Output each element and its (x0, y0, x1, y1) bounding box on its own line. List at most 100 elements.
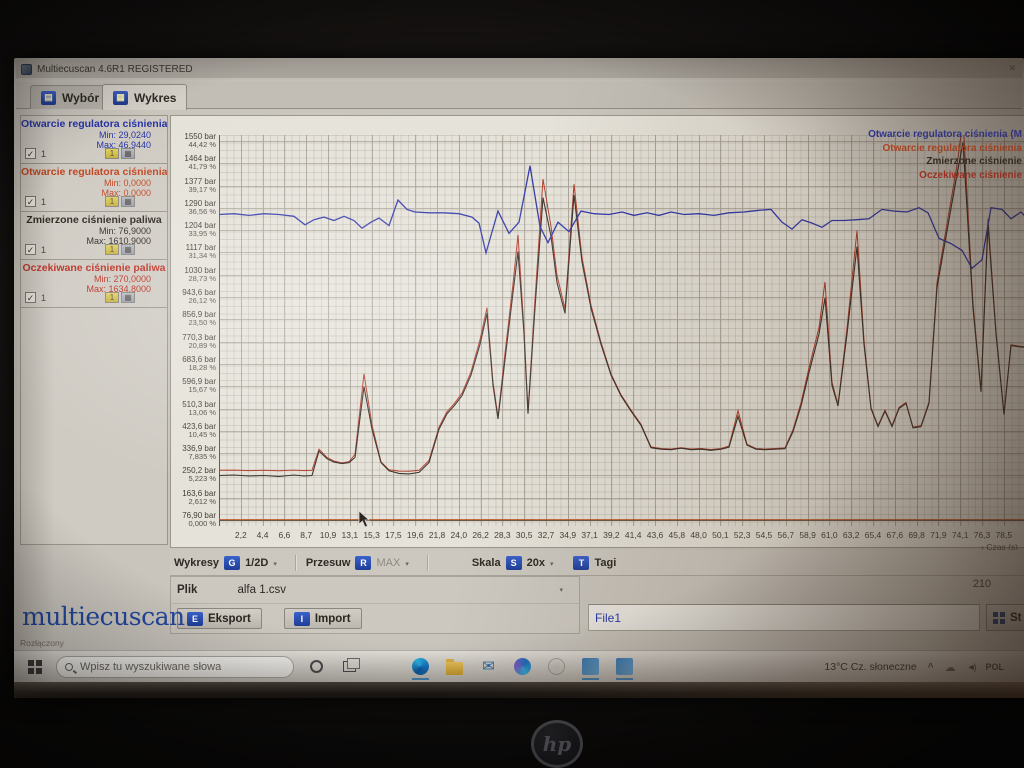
legend-item-2: Otwarcie regulatora ciśnienia (882, 142, 1023, 154)
channel-scale-button[interactable]: ▦ (121, 292, 135, 303)
start-button-icon[interactable] (28, 659, 42, 674)
file-dropdown[interactable]: alfa 1.csv (237, 584, 287, 596)
channel-number: 1 (41, 293, 47, 303)
channel-min: Min: 270,0000 (93, 274, 151, 284)
file-box: Plik alfa 1.csv ▾ E Eksport I Import (170, 576, 580, 634)
window-titlebar: Multiecuscan 4.6R1 REGISTERED ✕ (16, 60, 1022, 78)
tab-wybor[interactable]: ▤ Wybór (30, 85, 111, 109)
channel-title: Zmierzone ciśnienie paliwa (26, 214, 162, 226)
skala-dropdown[interactable]: 20x ▾ (526, 556, 554, 569)
x-tick-label: 78,5 (995, 530, 1013, 540)
file-name-input[interactable] (588, 604, 980, 631)
chevron-down-icon[interactable]: ▾ (559, 587, 563, 594)
channel-checkbox[interactable]: ✓ (25, 244, 36, 255)
channel-color-button[interactable]: 1 (105, 292, 119, 303)
file-explorer-icon[interactable] (446, 659, 463, 675)
connection-status: Rozłączony (20, 638, 64, 648)
legend-item-3: Zmierzone ciśnienie (926, 156, 1022, 167)
y-tick-label: 683,6 bar 18,28 % (182, 354, 216, 372)
mail-icon[interactable]: ✉ (482, 658, 495, 675)
y-tick-label: 943,6 bar 26,12 % (182, 288, 216, 306)
search-placeholder: Wpisz tu wyszukiwane słowa (80, 660, 222, 673)
volume-icon[interactable]: ◄) (966, 662, 977, 672)
channel-number: 1 (41, 149, 47, 159)
weather-widget[interactable]: 13°C Cz. słoneczne (824, 661, 917, 673)
photos-icon[interactable] (514, 658, 531, 675)
chevron-down-icon: ▾ (549, 560, 554, 568)
channel-checkbox[interactable]: ✓ (25, 196, 36, 207)
channel-color-button[interactable]: 1 (105, 244, 119, 255)
y-tick-label: 1204 bar 33,95 % (184, 221, 216, 239)
tab-wykres[interactable]: ▦ Wykres (102, 84, 188, 110)
chart-plot-area[interactable] (219, 135, 1024, 526)
channel-color-button[interactable]: 1 (105, 196, 119, 207)
y-tick-label: 76,90 bar 0,000 % (182, 511, 216, 528)
screen-bottom-shadow (14, 682, 1024, 698)
channel-panel-1: Otwarcie regulatora ciśnienia Min: 29,02… (21, 116, 167, 164)
y-tick-label: 1117 bar 31,34 % (185, 243, 216, 261)
series-zmierzone-ci-nienie-paliwa (219, 142, 1024, 478)
search-icon (65, 662, 73, 671)
mouse-cursor (358, 510, 371, 528)
task-view-icon[interactable] (343, 658, 360, 672)
eksport-button[interactable]: E Eksport (177, 608, 262, 629)
y-tick-label: 596,9 bar 15,67 % (182, 377, 216, 395)
y-tick-label: 1550 bar 44,42 % (184, 132, 216, 149)
edge-icon[interactable] (412, 658, 429, 680)
globe-icon[interactable] (548, 658, 565, 675)
app-window-icon-1[interactable] (582, 658, 599, 680)
channel-scale-button[interactable]: ▦ (121, 148, 135, 159)
channel-checkbox[interactable]: ✓ (25, 148, 36, 159)
channel-scale-button[interactable]: ▦ (121, 196, 135, 207)
cortana-icon[interactable] (310, 660, 323, 673)
channel-title: Otwarcie regulatora ciśnienia (21, 166, 167, 178)
wybor-tab-icon: ▤ (41, 90, 56, 105)
plik-label: Plik (177, 584, 198, 596)
legend-item-4: Oczekiwane ciśnienie (919, 169, 1022, 181)
przesuw-dropdown[interactable]: MAX ▾ (376, 556, 409, 569)
channel-title: Oczekiwane ciśnienie paliwa (22, 262, 166, 274)
channel-number: 1 (41, 197, 47, 207)
hidden-icons-chevron[interactable]: ^ (927, 661, 934, 673)
y-tick-label: 770,3 bar 20,89 % (182, 332, 216, 350)
tagi-button[interactable]: Tagi (594, 556, 617, 569)
y-tick-label: 1377 bar 39,17 % (184, 176, 216, 194)
chart-svg (219, 135, 1024, 526)
toolbar-separator (426, 554, 428, 571)
y-tick-label: 510,3 bar 13,06 % (182, 399, 216, 417)
series-oczekiwane-ci-nienie-paliwa (219, 135, 1024, 472)
grid-icon (993, 611, 1005, 624)
channel-panel-4: Oczekiwane ciśnienie paliwa Min: 270,000… (21, 260, 167, 308)
taskbar-search-input[interactable]: Wpisz tu wyszukiwane słowa (56, 655, 294, 678)
language-indicator[interactable]: POL (985, 662, 1004, 672)
channel-scale-button[interactable]: ▦ (121, 244, 135, 255)
import-button[interactable]: I Import (283, 608, 362, 629)
wykresy-key-badge: G (224, 555, 241, 570)
app-window-icon-2[interactable] (616, 658, 633, 680)
start-button[interactable]: St (986, 604, 1024, 631)
y-tick-label: 1464 bar 41,79 % (184, 154, 216, 172)
wykresy-label: Wykresy (174, 556, 220, 569)
channel-checkbox[interactable]: ✓ (25, 292, 36, 303)
channel-panel-3: Zmierzone ciśnienie paliwa Min: 76,9000 … (21, 212, 167, 260)
wykresy-dropdown[interactable]: 1/2D ▾ (245, 556, 277, 569)
tab-strip: ▤ Wybór ▦ Wykres (16, 82, 1022, 110)
tab-wykres-label: Wykres (134, 90, 177, 105)
close-icon[interactable]: ✕ (1008, 63, 1016, 73)
y-tick-label: 1030 bar 28,73 % (184, 265, 216, 283)
chart-panel: 1550 bar 44,42 % 1464 bar 41,79 % 1377 bar 39… (170, 115, 1024, 552)
multiecuscan-logo: multiecuscan (22, 602, 185, 631)
import-key-badge: I (293, 611, 310, 626)
chevron-down-icon: ▾ (405, 560, 409, 568)
toolbar-separator (294, 554, 296, 571)
onedrive-icon[interactable]: ☁ (944, 661, 956, 674)
channel-color-button[interactable]: 1 (105, 148, 119, 159)
hp-logo: hp (531, 720, 583, 768)
major-grid (219, 135, 1024, 526)
y-tick-label: 336,9 bar 7,835 % (182, 444, 216, 462)
przesuw-label: Przesuw (305, 556, 351, 569)
channel-min: Min: 0,0000 (103, 178, 151, 188)
wykres-tab-icon: ▦ (113, 90, 128, 105)
skala-label: Skala (471, 556, 501, 569)
